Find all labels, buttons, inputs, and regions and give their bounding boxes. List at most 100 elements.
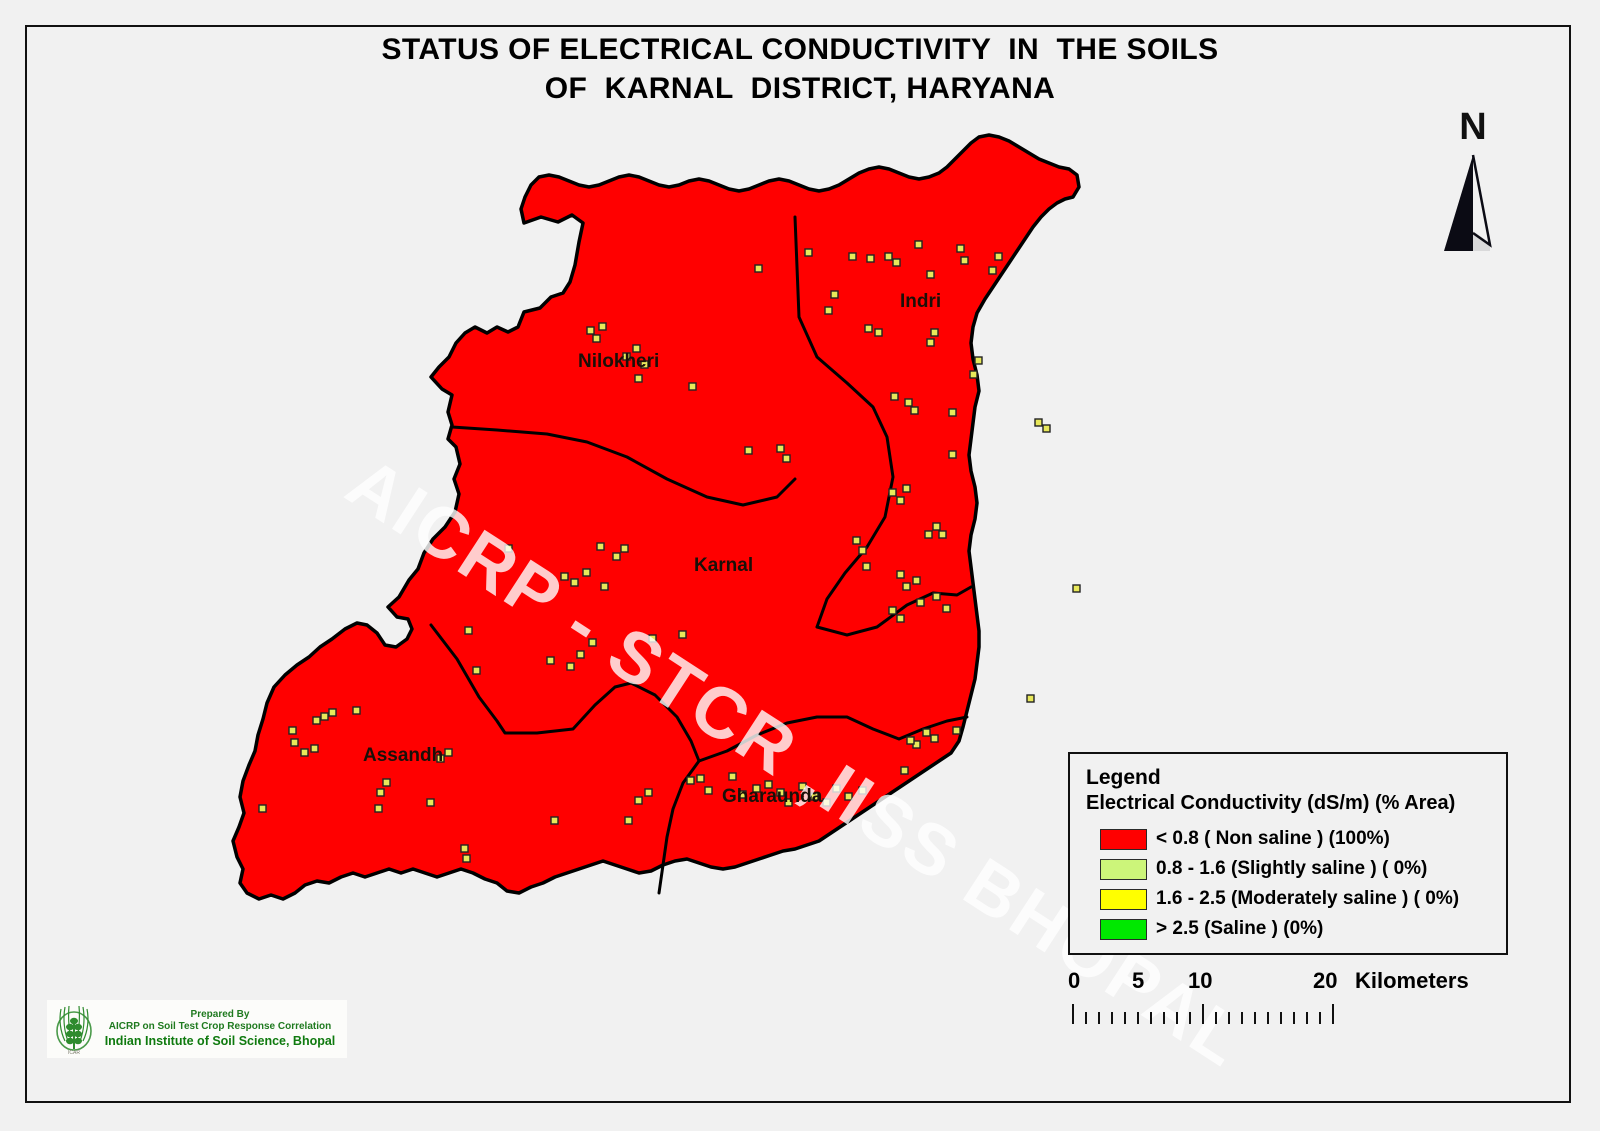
legend-swatch-non-saline [1100,828,1147,850]
sample-point [376,788,385,797]
scale-tick [1293,1012,1295,1024]
tehsil-boundary-karnal-gharaunda [697,715,969,763]
legend-row[interactable]: 1.6 - 2.5 (Moderately saline ) ( 0%) [1086,885,1506,913]
sample-point [426,798,435,807]
map-canvas[interactable] [27,27,1569,1101]
sample-point [1034,418,1043,427]
sample-point [764,780,773,789]
sample-point [994,252,1003,261]
sample-point [444,748,453,757]
scale-tick [1085,1012,1087,1024]
tehsil-boundary-assandh-gharaunda [657,759,701,895]
sample-point [888,488,897,497]
sample-point [632,344,641,353]
scale-tick [1228,1012,1230,1024]
scale-tick [1202,1004,1204,1024]
sample-point [462,854,471,863]
sample-point [902,484,911,493]
credits-text: Prepared By AICRP on Soil Test Crop Resp… [97,1009,347,1050]
sample-point [776,444,785,453]
sample-point [930,734,939,743]
scale-tick [1280,1012,1282,1024]
scale-tick [1332,1004,1334,1024]
sample-point [1026,694,1035,703]
sample-point [464,626,473,635]
sample-point [382,778,391,787]
scale-tick [1072,1004,1074,1024]
sample-point [810,792,819,801]
sample-point [782,454,791,463]
sample-point [892,258,901,267]
scale-tick [1150,1012,1152,1024]
sample-point [866,254,875,263]
sample-point [472,666,481,675]
sample-point [960,256,969,265]
sample-point [648,634,657,643]
sample-point [852,536,861,545]
sample-point [896,570,905,579]
legend-row[interactable]: < 0.8 ( Non saline ) (100%) [1086,825,1506,853]
scale-tick [1215,1012,1217,1024]
scale-tick-label-0: 0 [1068,968,1081,993]
sample-point [744,446,753,455]
tehsil-boundary-lines [429,215,973,895]
scale-tick [1189,1012,1191,1024]
icar-wheat-emblem-icon: ICAR [56,1005,92,1055]
credits-line3: Indian Institute of Soil Science, Bhopal [104,1033,336,1048]
legend-label-moderately-saline: 1.6 - 2.5 (Moderately saline ) ( 0%) [1156,888,1460,909]
district-boundary-karnal[interactable] [231,133,1081,901]
sample-point [504,544,513,553]
legend-row[interactable]: 0.8 - 1.6 (Slightly saline ) ( 0%) [1086,855,1506,883]
scale-tick-label-10: 10 [1188,968,1213,993]
soil-sample-points [258,240,1081,863]
sample-point [784,798,793,807]
sample-point [704,786,713,795]
district-map-svg [231,133,1081,901]
sample-point [948,450,957,459]
sample-point [688,382,697,391]
sample-point [902,582,911,591]
legend-title: Legend [1086,766,1161,789]
credits-line1: Prepared By [190,1008,250,1020]
sample-point [686,776,695,785]
legend-label-slightly-saline: 0.8 - 1.6 (Slightly saline ) ( 0%) [1156,858,1428,879]
sample-point [874,328,883,337]
sample-point [884,252,893,261]
sample-point [922,728,931,737]
sample-point [738,790,747,799]
sample-point [776,788,785,797]
sample-point [858,546,867,555]
legend-swatch-moderately-saline [1100,888,1147,910]
sample-point [900,766,909,775]
tehsil-boundary-karnal-assandh [429,623,701,763]
scale-tick [1254,1012,1256,1024]
sample-point [848,252,857,261]
sample-point [862,562,871,571]
scale-bar: 0 5 10 20 Kilometers [1068,968,1508,1028]
sample-point [896,496,905,505]
sample-point [640,360,649,369]
legend-row[interactable]: > 2.5 (Saline ) (0%) [1086,915,1506,943]
sample-point [696,774,705,783]
sample-point [804,248,813,257]
legend-swatch-saline [1100,918,1147,940]
sample-point [864,324,873,333]
sample-point [588,638,597,647]
sample-point [546,656,555,665]
sample-point [858,786,867,795]
sample-point [844,792,853,801]
credits-box: ICAR Prepared By AICRP on Soil Test Crop… [47,1000,347,1058]
legend-label-non-saline: < 0.8 ( Non saline ) (100%) [1156,828,1390,849]
scale-tick-label-5: 5 [1132,968,1145,993]
sample-point [300,748,309,757]
sample-point [924,530,933,539]
scale-bar-numbers: 0 5 10 20 Kilometers [1068,968,1508,996]
svg-text:ICAR: ICAR [68,1050,80,1055]
sample-point [932,592,941,601]
sample-point [930,328,939,337]
sample-point [598,322,607,331]
sample-point [956,244,965,253]
sample-point [550,816,559,825]
legend-panel: Legend Electrical Conductivity (dS/m) (%… [1068,752,1508,955]
sample-point [932,522,941,531]
